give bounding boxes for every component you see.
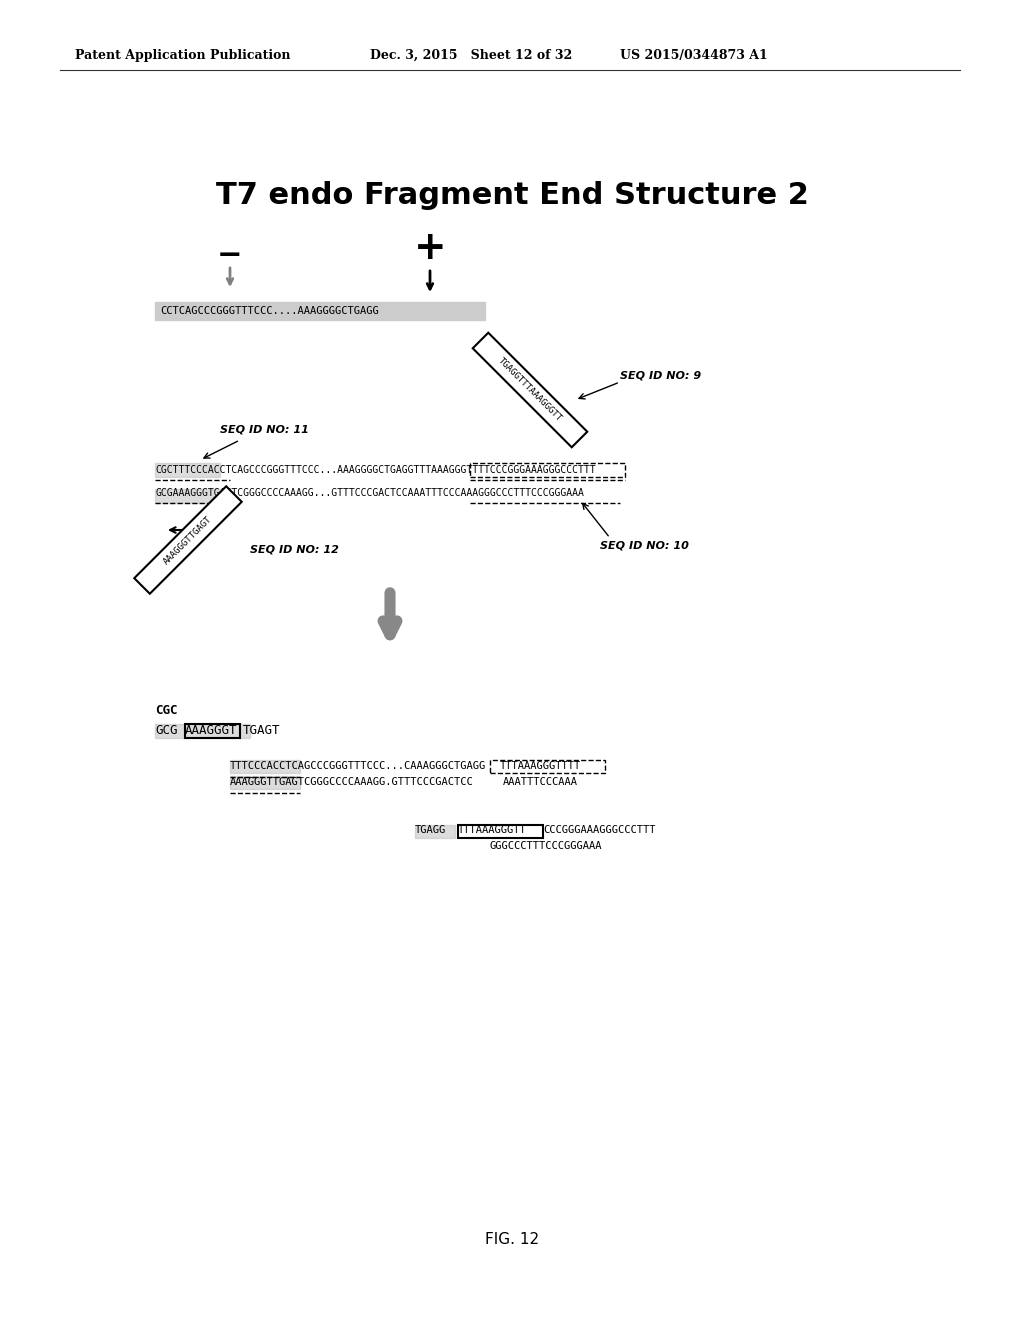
Text: TGAGT: TGAGT — [243, 723, 281, 737]
Bar — [230, 776, 300, 789]
Text: SEQ ID NO: 10: SEQ ID NO: 10 — [600, 540, 689, 550]
Bar — [134, 486, 242, 594]
Text: Patent Application Publication: Patent Application Publication — [75, 49, 291, 62]
Text: AAATTTCCCAAA: AAATTTCCCAAA — [503, 777, 578, 787]
Bar — [155, 723, 250, 738]
Text: T7 endo Fragment End Structure 2: T7 endo Fragment End Structure 2 — [216, 181, 808, 210]
Bar — [185, 723, 240, 738]
Text: GGGCCCTTTCCCGGGAAA: GGGCCCTTTCCCGGGAAA — [490, 841, 602, 851]
Bar — [458, 825, 543, 838]
Bar — [473, 333, 588, 447]
Bar — [155, 302, 485, 319]
Text: CCTCAGCCCGGGTTTCCC....AAAGGGGCTGAGG: CCTCAGCCCGGGTTTCCC....AAAGGGGCTGAGG — [160, 306, 379, 315]
Text: CGC: CGC — [155, 704, 177, 717]
Text: CGCTTTCCCACCTCAGCCCGGGTTTCCC...AAAGGGGCTGAGGTTTAAAGGGTTTTCCCGGGAAAGGGCCCTTT: CGCTTTCCCACCTCAGCCCGGGTTTCCC...AAAGGGGCT… — [155, 465, 596, 475]
Text: TTTAAAGGGTT: TTTAAAGGGTT — [458, 825, 526, 836]
Text: AAAGGGTTGAGTCGGGCCCCAAAGG.GTTTCCCGACTCC: AAAGGGTTGAGTCGGGCCCCAAAGG.GTTTCCCGACTCC — [230, 777, 474, 787]
Text: AAAGGGTTGAGT: AAAGGGTTGAGT — [162, 513, 214, 566]
Bar — [230, 760, 300, 774]
Bar — [470, 463, 625, 477]
Text: TGAGG: TGAGG — [415, 825, 446, 836]
Text: TTTAAAGGGTTTT: TTTAAAGGGTTTT — [500, 762, 582, 771]
Text: US 2015/0344873 A1: US 2015/0344873 A1 — [620, 49, 768, 62]
Text: +: + — [414, 228, 446, 267]
Text: SEQ ID NO: 9: SEQ ID NO: 9 — [620, 370, 701, 380]
Text: CCCGGGAAAGGGCCCTTT: CCCGGGAAAGGGCCCTTT — [543, 825, 655, 836]
Text: AAAGGGT: AAAGGGT — [185, 723, 238, 737]
Text: −: − — [217, 240, 243, 269]
Bar — [155, 488, 225, 503]
Text: Dec. 3, 2015   Sheet 12 of 32: Dec. 3, 2015 Sheet 12 of 32 — [370, 49, 572, 62]
Text: GCG: GCG — [155, 723, 177, 737]
Text: TTTCCCACCTCAGCCCGGGTTTCCC...CAAAGGGCTGAGG: TTTCCCACCTCAGCCCGGGTTTCCC...CAAAGGGCTGAG… — [230, 762, 486, 771]
Text: SEQ ID NO: 11: SEQ ID NO: 11 — [220, 425, 309, 436]
Text: FIG. 12: FIG. 12 — [485, 1233, 539, 1247]
Text: TGAGGTTTAAAGGGTT: TGAGGTTTAAAGGGTT — [497, 356, 563, 424]
Bar — [155, 463, 220, 477]
Text: GCGAAAGGGTGAGTCGGGCCCCAAAGG...GTTTCCCGACTCCAAATTTCCCAAAGGGCCCTTTCCCGGGAAA: GCGAAAGGGTGAGTCGGGCCCCAAAGG...GTTTCCCGAC… — [155, 488, 584, 498]
Text: SEQ ID NO: 12: SEQ ID NO: 12 — [250, 545, 339, 554]
Bar — [415, 825, 455, 838]
Bar — [490, 760, 605, 774]
